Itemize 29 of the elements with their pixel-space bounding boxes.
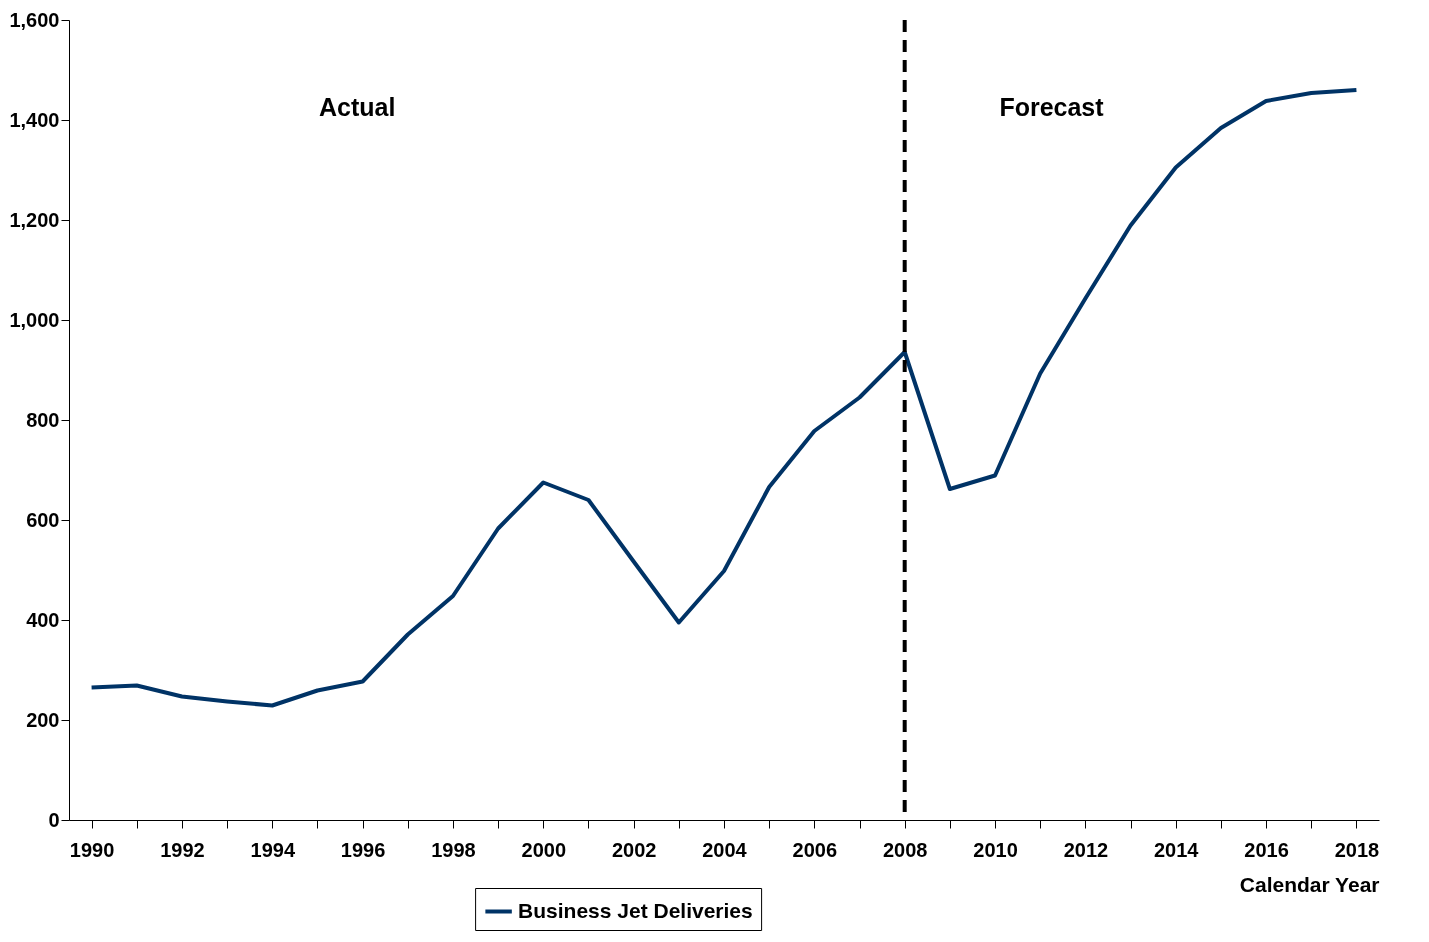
x-tick-label: 2006 [792,838,838,861]
x-tick-label: 1996 [340,838,386,861]
x-tick-label: 1998 [431,838,476,861]
annotation: Forecast [999,93,1105,121]
x-tick-label: 1992 [160,838,205,861]
x-tick-label: 2010 [973,838,1018,861]
x-tick-label: 2016 [1244,838,1289,861]
x-tick-label: 2000 [521,838,567,861]
y-tick-label: 200 [26,708,60,731]
x-tick-label: 2014 [1153,838,1200,861]
y-tick-label: 800 [26,408,60,431]
x-tick-label: 1990 [69,838,115,861]
y-tick-label: 600 [26,508,60,531]
y-tick-label: 1,200 [9,208,60,231]
x-tick-label: 1994 [250,838,296,861]
y-tick-label: 1,000 [9,308,60,331]
x-tick-label: 2018 [1334,838,1380,861]
annotation: Actual [319,93,396,121]
line-series [89,88,1359,708]
x-tick-label: 2002 [611,838,657,861]
x-tick-label: 2012 [1063,838,1109,861]
y-tick-label: 0 [48,808,60,831]
legend-label: Business Jet Deliveries [518,898,753,922]
y-tick-label: 1,600 [9,8,60,31]
x-axis-title: Calendar Year [1239,872,1380,896]
x-tick-label: 2004 [702,838,748,861]
x-tick-label: 2008 [882,838,928,861]
y-tick-label: 1,400 [9,108,60,131]
y-tick-label: 400 [26,608,60,631]
